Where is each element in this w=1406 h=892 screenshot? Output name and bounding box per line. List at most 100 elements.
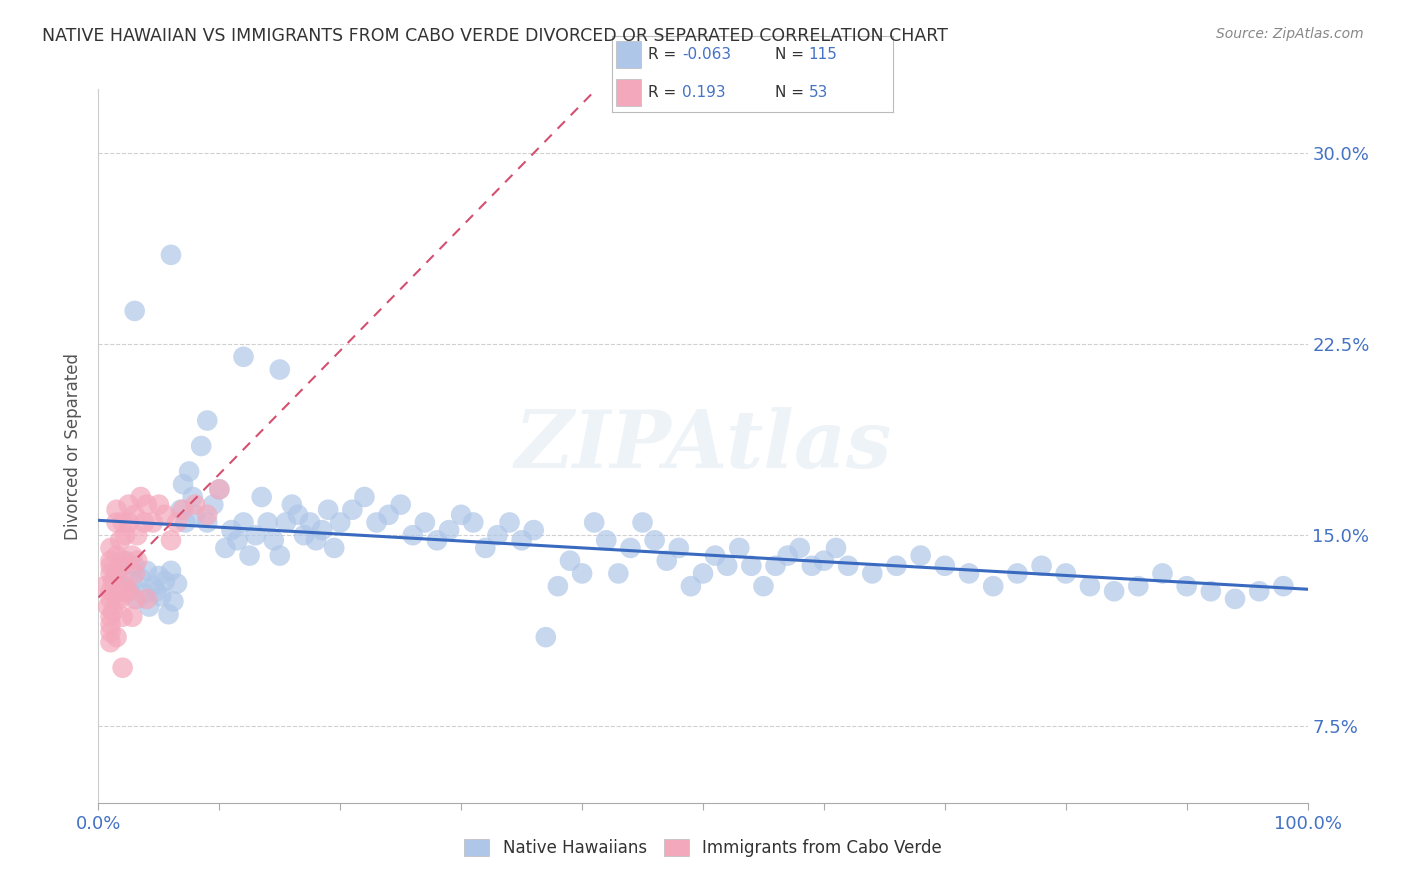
Point <box>121 609 143 624</box>
Point <box>426 533 449 548</box>
Point <box>135 591 157 606</box>
Point <box>329 516 352 530</box>
Point <box>208 483 231 497</box>
Point <box>114 528 136 542</box>
Point <box>127 528 149 542</box>
Point <box>789 541 811 555</box>
Point <box>100 591 122 606</box>
Point <box>655 554 678 568</box>
Point <box>135 564 157 578</box>
Point <box>214 541 236 555</box>
Point <box>114 579 136 593</box>
Point <box>1102 584 1125 599</box>
Point <box>619 541 641 555</box>
Point <box>118 516 141 530</box>
Point <box>129 572 152 586</box>
FancyBboxPatch shape <box>616 41 641 68</box>
Text: NATIVE HAWAIIAN VS IMMIGRANTS FROM CABO VERDE DIVORCED OR SEPARATED CORRELATION : NATIVE HAWAIIAN VS IMMIGRANTS FROM CABO … <box>42 27 948 45</box>
Point <box>311 523 333 537</box>
Point <box>93 579 115 593</box>
Point <box>256 516 278 530</box>
Point <box>583 516 606 530</box>
Point <box>728 541 751 555</box>
Point <box>105 549 128 563</box>
Point <box>195 516 218 530</box>
Point <box>157 607 180 622</box>
Point <box>184 508 207 522</box>
Point <box>886 558 908 573</box>
Point <box>595 533 617 548</box>
Point <box>202 498 225 512</box>
Point <box>127 591 149 606</box>
Point <box>181 490 204 504</box>
Y-axis label: Divorced or Separated: Divorced or Separated <box>65 352 83 540</box>
Point <box>160 248 183 262</box>
Text: N =: N = <box>775 85 808 100</box>
Point <box>105 566 128 581</box>
Point <box>316 502 339 516</box>
Point <box>1031 558 1053 573</box>
Point <box>269 362 291 376</box>
Point <box>100 617 122 632</box>
Point <box>523 523 546 537</box>
Point <box>837 558 859 573</box>
Point <box>138 599 160 614</box>
Point <box>232 350 254 364</box>
Point <box>281 498 304 512</box>
Point <box>692 566 714 581</box>
Point <box>250 490 273 504</box>
Point <box>1152 566 1174 581</box>
Point <box>135 498 157 512</box>
Point <box>463 516 485 530</box>
Point <box>134 587 156 601</box>
Point <box>1007 566 1029 581</box>
Text: 53: 53 <box>808 85 828 100</box>
Point <box>142 516 165 530</box>
Point <box>148 569 170 583</box>
Point <box>981 579 1004 593</box>
Point <box>287 508 309 522</box>
Point <box>547 579 569 593</box>
Point <box>179 465 201 479</box>
Point <box>679 579 702 593</box>
Point <box>1078 579 1101 593</box>
Point <box>111 558 134 573</box>
Point <box>1054 566 1077 581</box>
Point <box>323 541 346 555</box>
Point <box>160 564 183 578</box>
Point <box>957 566 980 581</box>
Point <box>558 554 581 568</box>
Point <box>1272 579 1295 593</box>
Point <box>166 516 188 530</box>
Point <box>366 516 388 530</box>
Point <box>100 566 122 581</box>
Point <box>437 523 460 537</box>
Point <box>813 554 835 568</box>
Point <box>269 549 291 563</box>
Point <box>1175 579 1198 593</box>
Point <box>105 591 128 606</box>
Point <box>860 566 883 581</box>
Point <box>450 508 472 522</box>
Text: 115: 115 <box>808 47 838 62</box>
Point <box>172 477 194 491</box>
Point <box>114 554 136 568</box>
Point <box>145 584 167 599</box>
Point <box>169 502 191 516</box>
Point <box>124 558 146 573</box>
Point <box>534 630 557 644</box>
Point <box>474 541 496 555</box>
Point <box>100 558 122 573</box>
Text: 0.193: 0.193 <box>682 85 725 100</box>
Point <box>342 502 364 516</box>
Point <box>105 566 128 581</box>
Point <box>174 516 197 530</box>
Point <box>105 630 128 644</box>
Point <box>129 490 152 504</box>
Text: ZIPAtlas: ZIPAtlas <box>515 408 891 484</box>
Point <box>1199 584 1222 599</box>
Point <box>1128 579 1150 593</box>
Point <box>124 591 146 606</box>
Point <box>100 584 122 599</box>
Point <box>752 579 775 593</box>
